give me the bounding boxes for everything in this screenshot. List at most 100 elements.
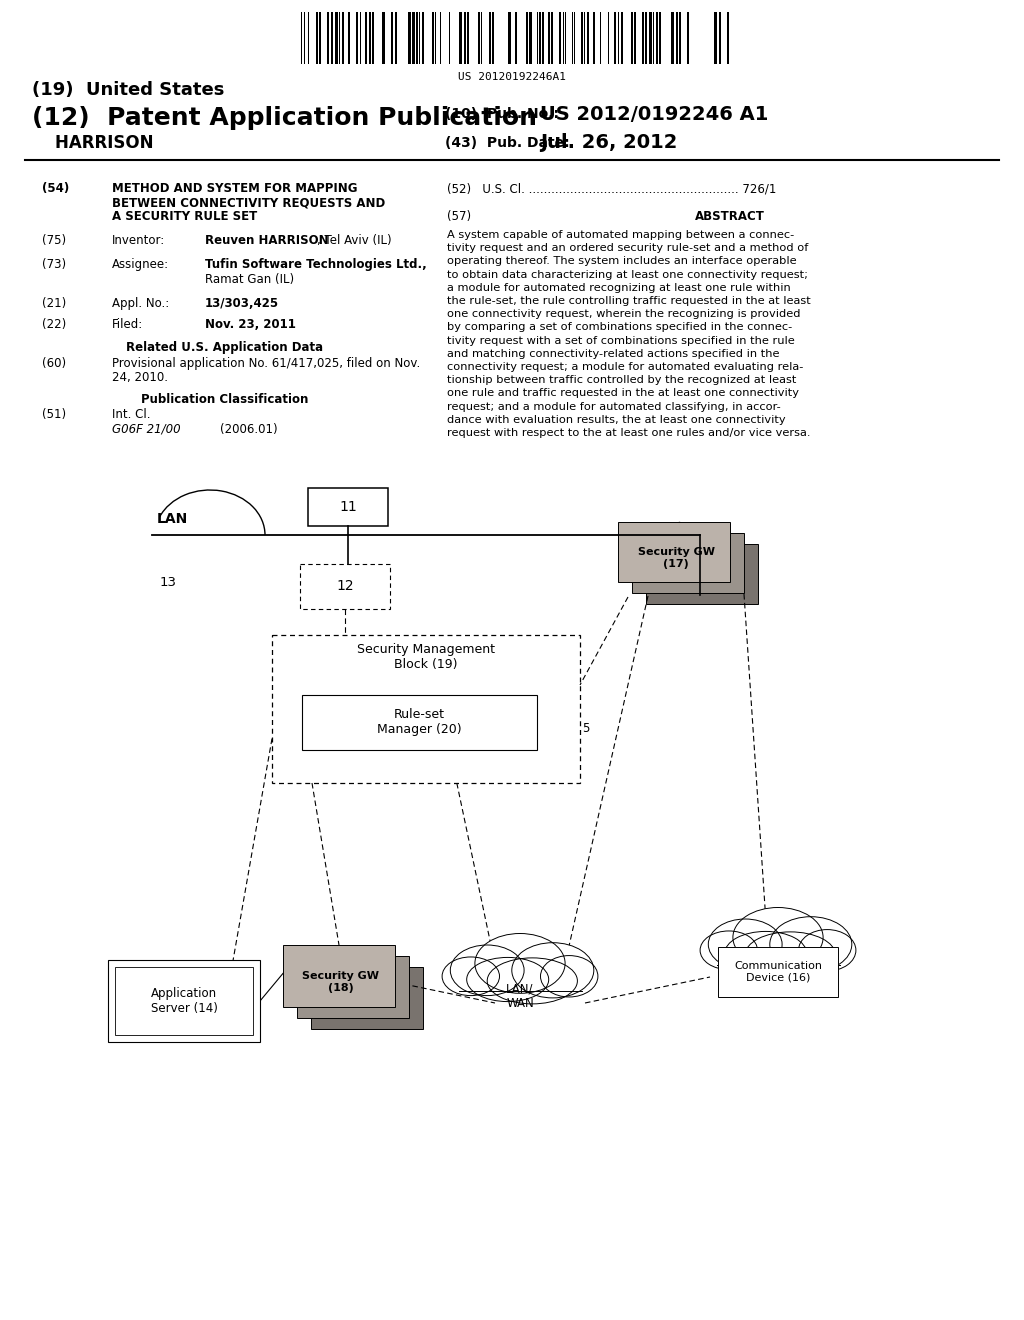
Bar: [508, 12, 511, 63]
Bar: [412, 12, 415, 63]
Text: US 20120192246A1: US 20120192246A1: [458, 73, 566, 82]
Bar: [308, 488, 388, 525]
Text: Related U.S. Application Data: Related U.S. Application Data: [126, 341, 324, 354]
Bar: [391, 12, 393, 63]
Bar: [656, 12, 658, 63]
Text: 11: 11: [339, 500, 357, 513]
Text: tionship between traffic controlled by the recognized at least: tionship between traffic controlled by t…: [447, 375, 797, 385]
Text: (57): (57): [447, 210, 471, 223]
Bar: [687, 12, 689, 63]
Text: Appl. No.:: Appl. No.:: [112, 297, 169, 310]
Bar: [300, 564, 390, 609]
Text: BETWEEN CONNECTIVITY REQUESTS AND: BETWEEN CONNECTIVITY REQUESTS AND: [112, 195, 385, 209]
Text: the rule-set, the rule controlling traffic requested in the at least: the rule-set, the rule controlling traff…: [447, 296, 811, 306]
Bar: [515, 12, 517, 63]
Text: A system capable of automated mapping between a connec-: A system capable of automated mapping be…: [447, 230, 795, 240]
Bar: [316, 12, 318, 63]
Bar: [356, 12, 358, 63]
Bar: [632, 533, 744, 593]
Text: (51): (51): [42, 408, 67, 421]
Bar: [416, 12, 418, 63]
Bar: [365, 12, 367, 63]
Text: METHOD AND SYSTEM FOR MAPPING: METHOD AND SYSTEM FOR MAPPING: [112, 182, 357, 195]
Text: (43)  Pub. Date:: (43) Pub. Date:: [445, 136, 569, 150]
Text: Ramat Gan (IL): Ramat Gan (IL): [205, 273, 294, 286]
Ellipse shape: [709, 919, 782, 970]
Ellipse shape: [725, 932, 807, 975]
Ellipse shape: [442, 957, 500, 995]
Text: LAN/
WAN: LAN/ WAN: [506, 982, 534, 1010]
Text: (75): (75): [42, 234, 67, 247]
Bar: [548, 12, 550, 63]
Text: (60): (60): [42, 356, 67, 370]
Text: Security Management
Block (19): Security Management Block (19): [357, 643, 495, 671]
Bar: [659, 12, 662, 63]
Text: LAN: LAN: [157, 512, 188, 525]
Bar: [335, 12, 338, 63]
Bar: [319, 12, 321, 63]
Text: US 2012/0192246 A1: US 2012/0192246 A1: [540, 104, 768, 124]
Bar: [634, 12, 636, 63]
Ellipse shape: [467, 957, 549, 1002]
Text: Communication
Device (16): Communication Device (16): [734, 961, 822, 983]
Bar: [718, 946, 838, 997]
Bar: [559, 12, 561, 63]
Bar: [645, 12, 647, 63]
Bar: [587, 12, 589, 63]
Text: dance with evaluation results, the at least one connectivity: dance with evaluation results, the at le…: [447, 414, 785, 425]
Ellipse shape: [745, 932, 836, 978]
Text: 24, 2010.: 24, 2010.: [112, 371, 168, 384]
Bar: [489, 12, 490, 63]
Bar: [327, 12, 329, 63]
Text: (21): (21): [42, 297, 67, 310]
Text: a module for automated recognizing at least one rule within: a module for automated recognizing at le…: [447, 282, 791, 293]
Text: and matching connectivity-related actions specified in the: and matching connectivity-related action…: [447, 348, 779, 359]
Text: (2006.01): (2006.01): [220, 422, 278, 436]
Text: Inventor:: Inventor:: [112, 234, 165, 247]
Ellipse shape: [487, 958, 578, 1005]
Bar: [727, 12, 729, 63]
Text: connectivity request; a module for automated evaluating rela-: connectivity request; a module for autom…: [447, 362, 804, 372]
Bar: [671, 12, 674, 63]
Text: 12: 12: [336, 579, 354, 594]
Bar: [719, 12, 721, 63]
Text: Rule-set
Manager (20): Rule-set Manager (20): [377, 709, 462, 737]
Bar: [297, 956, 409, 1018]
Ellipse shape: [799, 929, 856, 972]
Bar: [714, 12, 717, 63]
Bar: [283, 945, 395, 1007]
Text: Tufin Software Technologies Ltd.,: Tufin Software Technologies Ltd.,: [205, 257, 427, 271]
Bar: [369, 12, 371, 63]
Text: (19)  United States: (19) United States: [32, 81, 224, 99]
Bar: [372, 12, 374, 63]
Bar: [642, 12, 644, 63]
Text: one rule and traffic requested in the at least one connectivity: one rule and traffic requested in the at…: [447, 388, 799, 399]
Text: to obtain data characterizing at least one connectivity request;: to obtain data characterizing at least o…: [447, 269, 808, 280]
Bar: [539, 12, 541, 63]
Text: (10)  Pub. No.:: (10) Pub. No.:: [445, 107, 559, 121]
Bar: [551, 12, 553, 63]
Bar: [422, 12, 424, 63]
Bar: [679, 12, 681, 63]
Bar: [618, 521, 730, 582]
Bar: [302, 696, 537, 750]
Bar: [395, 12, 397, 63]
Text: , Tel Aviv (IL): , Tel Aviv (IL): [317, 234, 391, 247]
Text: Security GW
(18): Security GW (18): [302, 972, 380, 993]
Text: operating thereof. The system includes an interface operable: operating thereof. The system includes a…: [447, 256, 797, 267]
Text: (54): (54): [42, 182, 70, 195]
Bar: [621, 12, 623, 63]
Text: Int. Cl.: Int. Cl.: [112, 408, 151, 421]
Text: Jul. 26, 2012: Jul. 26, 2012: [540, 133, 677, 153]
Bar: [649, 12, 652, 63]
Bar: [717, 942, 840, 965]
Bar: [676, 12, 678, 63]
Text: (52)   U.S. Cl. ........................................................ 726/1: (52) U.S. Cl. ..........................…: [447, 182, 776, 195]
Ellipse shape: [700, 931, 758, 970]
Text: Application
Server (14): Application Server (14): [151, 987, 217, 1015]
Bar: [348, 12, 350, 63]
Bar: [459, 968, 582, 991]
Bar: [614, 12, 616, 63]
Text: tivity request and an ordered security rule-set and a method of: tivity request and an ordered security r…: [447, 243, 808, 253]
Bar: [631, 12, 633, 63]
